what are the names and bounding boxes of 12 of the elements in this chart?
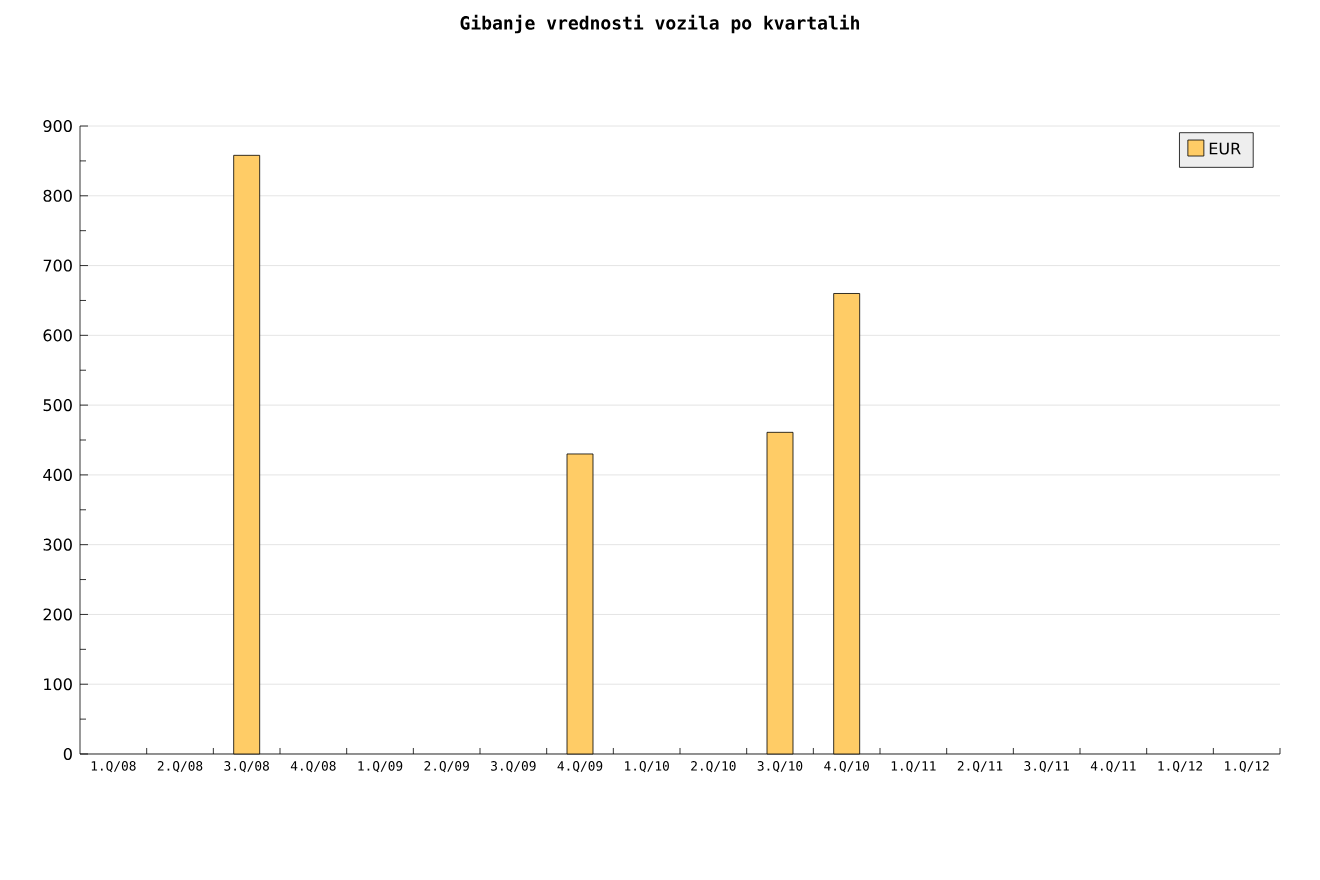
legend-label: EUR bbox=[1209, 142, 1241, 155]
y-tick-label: 800 bbox=[43, 189, 72, 202]
y-tick-label: 0 bbox=[63, 747, 72, 761]
chart-title: Gibanje vrednosti vozila po kvartalih bbox=[460, 14, 860, 34]
y-tick-label: 200 bbox=[43, 608, 72, 621]
y-tick-label: 100 bbox=[44, 678, 72, 691]
y-tick-label: 400 bbox=[43, 468, 72, 481]
y-tick-label: 700 bbox=[43, 259, 72, 272]
y-tick-label: 900 bbox=[43, 119, 72, 133]
y-tick-label: 300 bbox=[43, 538, 72, 551]
y-tick-label: 600 bbox=[43, 329, 72, 342]
y-tick-label: 500 bbox=[43, 399, 72, 412]
